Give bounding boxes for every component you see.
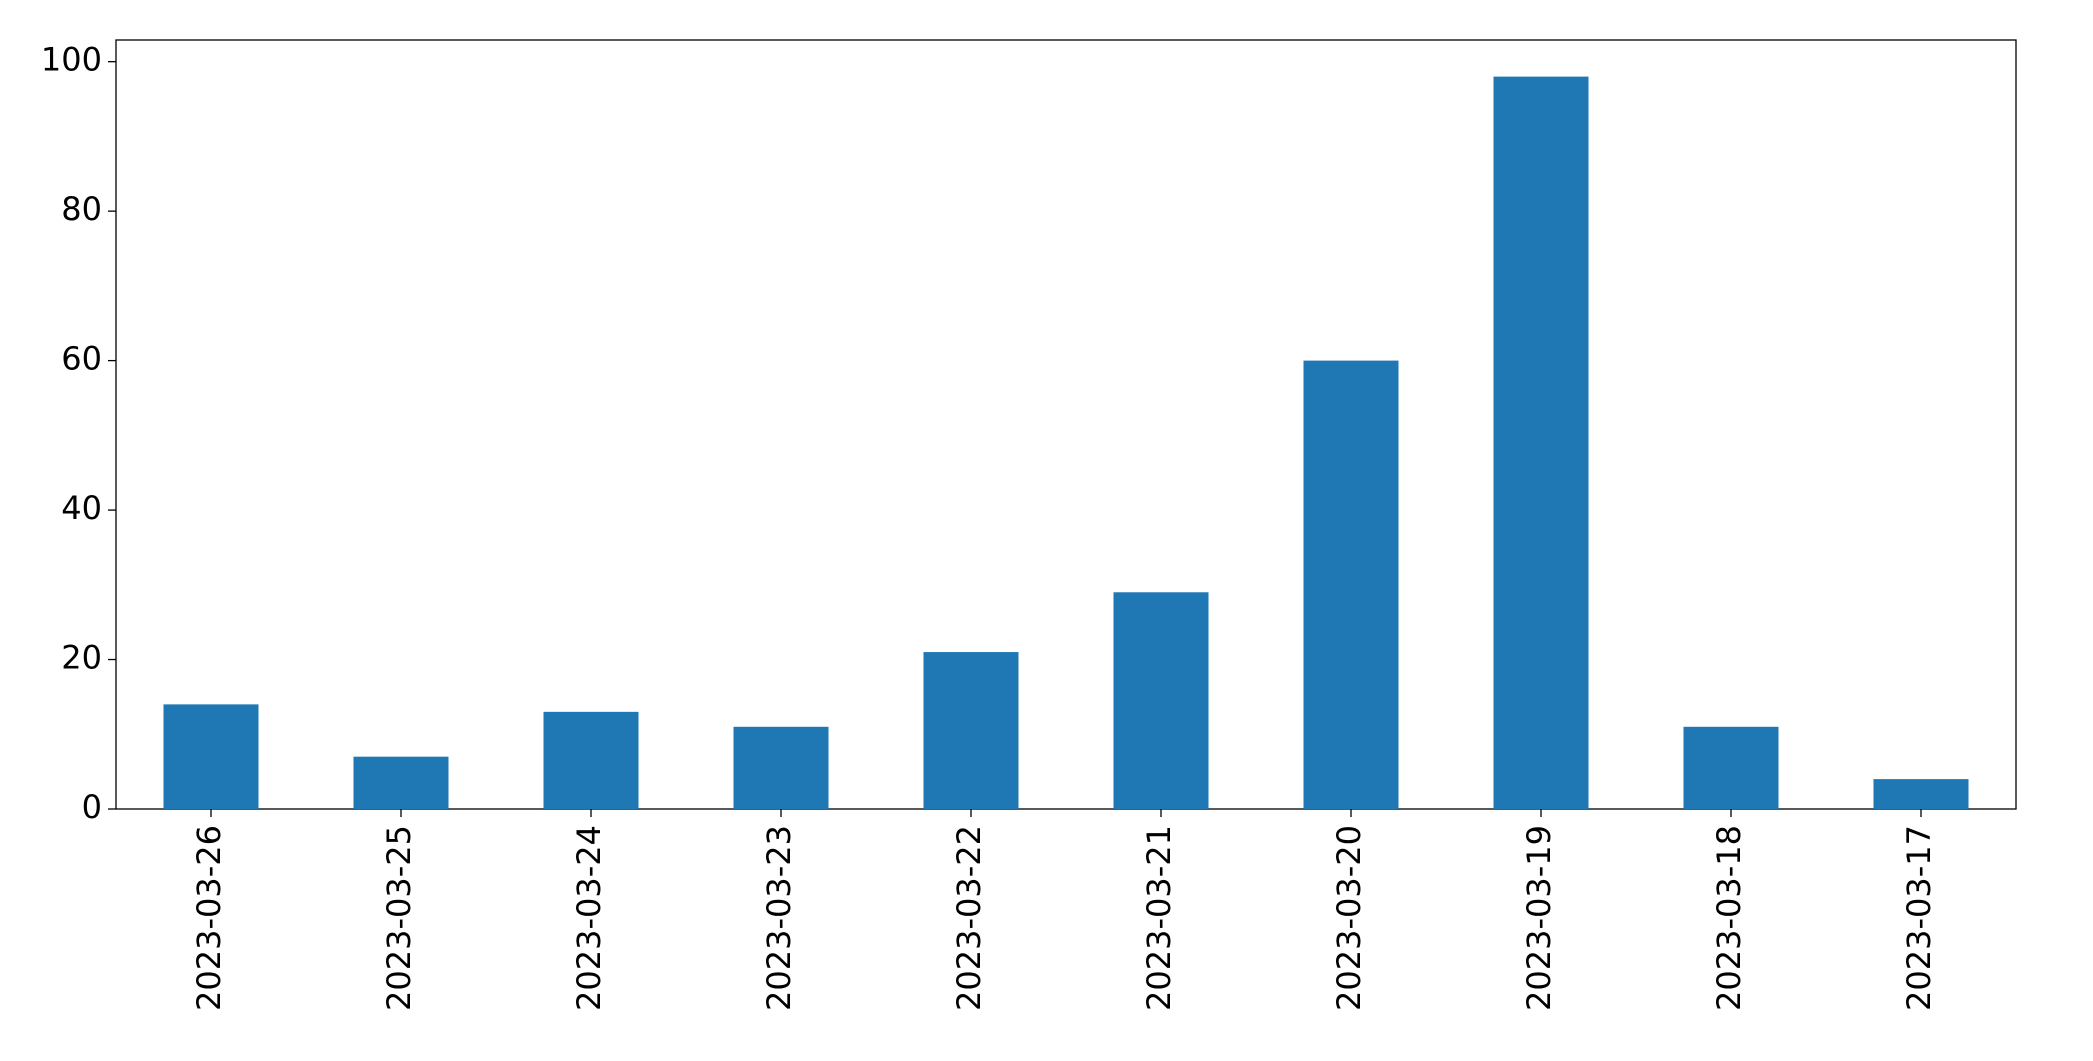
y-tick-label: 0 [82, 788, 102, 826]
y-tick-label: 40 [61, 489, 102, 527]
x-tick-label: 2023-03-21 [1140, 825, 1178, 1011]
bar [923, 652, 1019, 809]
x-tick-label: 2023-03-24 [570, 825, 608, 1011]
x-tick-label: 2023-03-22 [950, 825, 988, 1011]
bar [733, 726, 829, 809]
y-tick-label: 60 [61, 340, 102, 378]
x-tick-label: 2023-03-20 [1330, 825, 1368, 1011]
y-tick-label: 100 [41, 41, 102, 79]
bar [163, 704, 259, 809]
x-tick-label: 2023-03-19 [1520, 825, 1558, 1011]
x-tick-label: 2023-03-26 [190, 825, 228, 1011]
y-tick-label: 80 [61, 190, 102, 228]
bar [353, 756, 449, 809]
plot-frame [115, 39, 2017, 810]
bar [1113, 592, 1209, 809]
bar [543, 711, 639, 809]
y-tick-label: 20 [61, 639, 102, 677]
bar [1493, 76, 1589, 810]
bar [1683, 726, 1779, 809]
bar [1873, 779, 1969, 809]
x-tick-label: 2023-03-23 [760, 825, 798, 1011]
x-tick-label: 2023-03-25 [380, 825, 418, 1011]
bar [1303, 360, 1399, 809]
x-tick-label: 2023-03-17 [1900, 825, 1938, 1011]
x-tick-label: 2023-03-18 [1710, 825, 1748, 1011]
